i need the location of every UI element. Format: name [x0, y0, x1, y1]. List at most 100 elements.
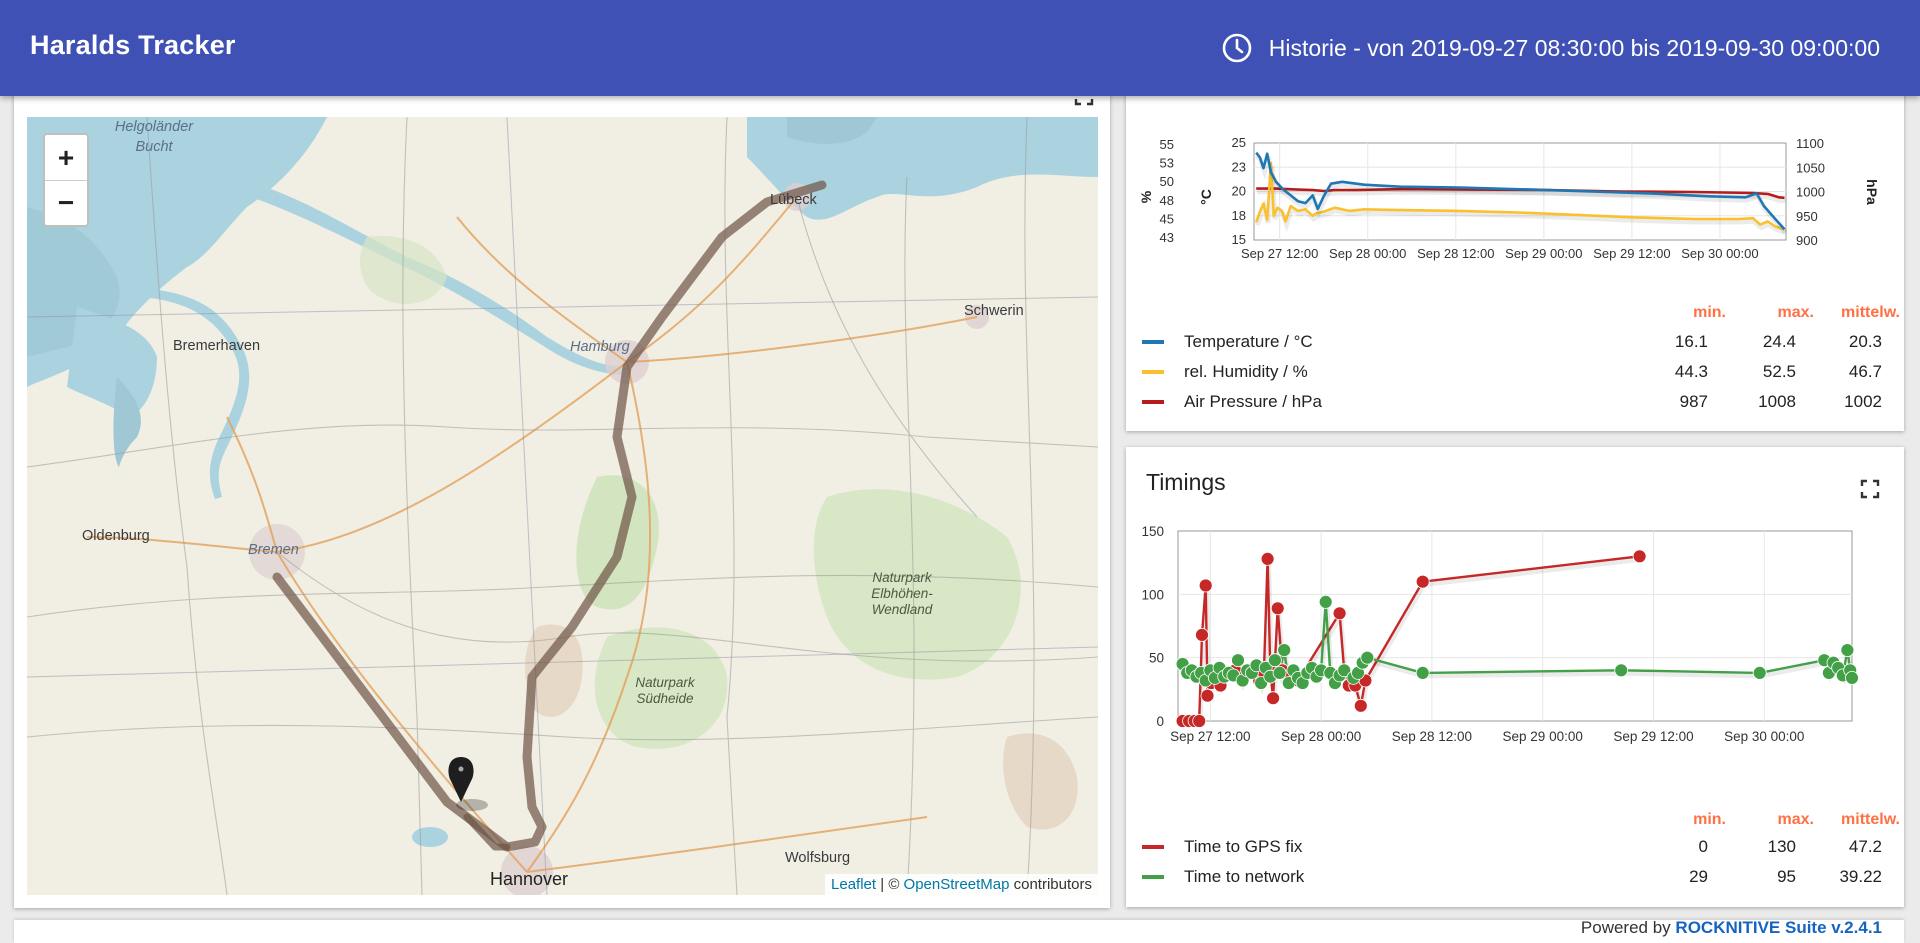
legend-row-pressure[interactable]: Air Pressure / hPa 987 1008 1002	[1142, 387, 1882, 417]
data-point	[1353, 698, 1368, 713]
pressure-tick-label: 950	[1796, 209, 1818, 224]
network-swatch	[1142, 875, 1164, 879]
temperature-axis-label: °C	[1198, 189, 1214, 205]
data-point	[1272, 665, 1287, 680]
data-point	[1200, 688, 1215, 703]
data-point	[1752, 665, 1767, 680]
data-point	[1195, 627, 1209, 642]
map-label-oldenburg: Oldenburg	[82, 528, 150, 544]
leaflet-link[interactable]: Leaflet	[831, 876, 877, 893]
series-line	[1254, 161, 1785, 231]
stat-max: 95	[1777, 867, 1796, 886]
x-tick-label: Sep 28 12:00	[1392, 729, 1472, 744]
data-point	[1318, 595, 1333, 609]
humidity-tick-label: 50	[1160, 174, 1174, 189]
stat-avg: 20.3	[1848, 332, 1882, 351]
fullscreen-icon[interactable]	[1860, 479, 1880, 499]
pressure-swatch	[1142, 400, 1164, 404]
data-point	[1840, 643, 1855, 658]
legend-row-temperature[interactable]: Temperature / °C 16.1 24.4 20.3	[1142, 327, 1882, 357]
attribution-sep: | ©	[880, 876, 900, 893]
x-tick-label: Sep 29 12:00	[1593, 246, 1670, 261]
environment-stats-header: min. max. mittelw.	[1656, 304, 1900, 322]
data-point	[1614, 663, 1629, 678]
legend-row-gps-fix[interactable]: Time to GPS fix 0 130 47.2	[1142, 832, 1882, 862]
footer-brand-link[interactable]: ROCKNITIVE Suite v.2.4.1	[1675, 918, 1882, 937]
x-tick-label: Sep 28 00:00	[1329, 246, 1406, 261]
x-tick-label: Sep 27 12:00	[1241, 246, 1318, 261]
series-shadow	[1257, 189, 1786, 204]
stat-min: 16.1	[1674, 332, 1708, 351]
map-label-park-suedheide: Naturpark Südheide	[635, 675, 695, 706]
humidity-tick-label: 45	[1160, 211, 1174, 226]
data-point	[1260, 552, 1275, 566]
x-tick-label: Sep 29 12:00	[1613, 729, 1693, 744]
map-label-bremerhaven: Bremerhaven	[173, 338, 261, 354]
stat-min: 987	[1679, 392, 1708, 411]
stat-avg: 1002	[1844, 392, 1882, 411]
timings-title: Timings	[1146, 469, 1226, 495]
data-point	[1270, 601, 1285, 616]
y-tick-label: 0	[1156, 714, 1164, 729]
legend-row-network[interactable]: Time to network 29 95 39.22	[1142, 862, 1882, 892]
history-text: Historie - von 2019-09-27 08:30:00 bis 2…	[1268, 34, 1880, 61]
data-point	[1415, 574, 1430, 589]
zoom-control: + −	[43, 133, 89, 227]
legend-row-humidity[interactable]: rel. Humidity / % 44.3 52.5 46.7	[1142, 357, 1882, 387]
pressure-tick-label: 900	[1796, 233, 1818, 248]
series-line	[1256, 187, 1785, 200]
data-point	[1277, 643, 1292, 658]
temperature-tick-label: 20	[1232, 184, 1246, 199]
stats-max-label: max.	[1777, 811, 1814, 828]
series-line	[1255, 151, 1786, 231]
stats-avg-label: mittelw.	[1841, 304, 1900, 321]
zoom-out-button[interactable]: −	[45, 180, 87, 225]
temperature-tick-label: 18	[1232, 208, 1246, 223]
stat-min: 0	[1698, 837, 1708, 856]
x-tick-label: Sep 29 00:00	[1505, 246, 1582, 261]
x-tick-label: Sep 29 00:00	[1503, 729, 1583, 744]
data-point	[1337, 663, 1352, 678]
data-point	[1267, 653, 1282, 668]
legend-name: Time to GPS fix	[1184, 837, 1303, 856]
temperature-tick-label: 15	[1232, 232, 1246, 247]
data-point	[1332, 606, 1347, 621]
stat-max: 1008	[1758, 392, 1796, 411]
footer-prefix: Powered by	[1580, 918, 1671, 937]
map-label-bremen: Bremen	[248, 542, 299, 558]
legend-name: Air Pressure / hPa	[1184, 392, 1322, 411]
data-point	[1360, 650, 1375, 665]
temperature-tick-label: 25	[1232, 135, 1246, 150]
stat-max: 24.4	[1762, 332, 1796, 351]
history-range[interactable]: Historie - von 2019-09-27 08:30:00 bis 2…	[1221, 32, 1880, 64]
environment-card: Sep 27 12:00 Sep 28 00:00 Sep 28 12:00 Sep …	[1126, 80, 1904, 431]
stat-max: 130	[1767, 837, 1796, 856]
pressure-tick-label: 1000	[1796, 185, 1825, 200]
environment-chart: Sep 27 12:00 Sep 28 00:00 Sep 28 12:00 Sep …	[1138, 135, 1880, 261]
map-label-hannover: Hannover	[490, 869, 569, 889]
legend-name: Time to network	[1184, 867, 1305, 886]
map-label-helgolander: Helgoländer Bucht	[114, 119, 194, 155]
stat-max: 52.5	[1762, 362, 1796, 381]
humidity-tick-label: 43	[1160, 230, 1174, 245]
timings-card: Timings Sep 27 12:00 Sep 28 00:00 Sep 28 1…	[1126, 447, 1904, 907]
legend-name: Temperature / °C	[1184, 332, 1313, 351]
map-view[interactable]: Helgoländer Bucht Bremerhaven Hamburg Lü…	[27, 117, 1098, 895]
zoom-in-button[interactable]: +	[57, 141, 75, 173]
stats-avg-label: mittelw.	[1841, 811, 1900, 828]
osm-link[interactable]: OpenStreetMap	[903, 876, 1010, 893]
position-marker-icon	[448, 757, 488, 811]
data-point	[1192, 714, 1207, 728]
app-title: Haralds Tracker	[30, 30, 236, 60]
humidity-tick-label: 48	[1160, 193, 1174, 208]
stat-min: 29	[1689, 867, 1708, 886]
stat-min: 44.3	[1674, 362, 1708, 381]
gps-fix-swatch	[1142, 845, 1164, 849]
data-point	[1231, 653, 1245, 668]
legend-name: rel. Humidity / %	[1184, 362, 1308, 381]
timings-stats-header: min. max. mittelw.	[1656, 811, 1900, 829]
x-tick-label: Sep 28 00:00	[1281, 729, 1361, 744]
map-label-hamburg: Hamburg	[570, 339, 630, 355]
footer: Powered by ROCKNITIVE Suite v.2.4.1	[1581, 918, 1882, 938]
data-point	[1266, 691, 1281, 706]
